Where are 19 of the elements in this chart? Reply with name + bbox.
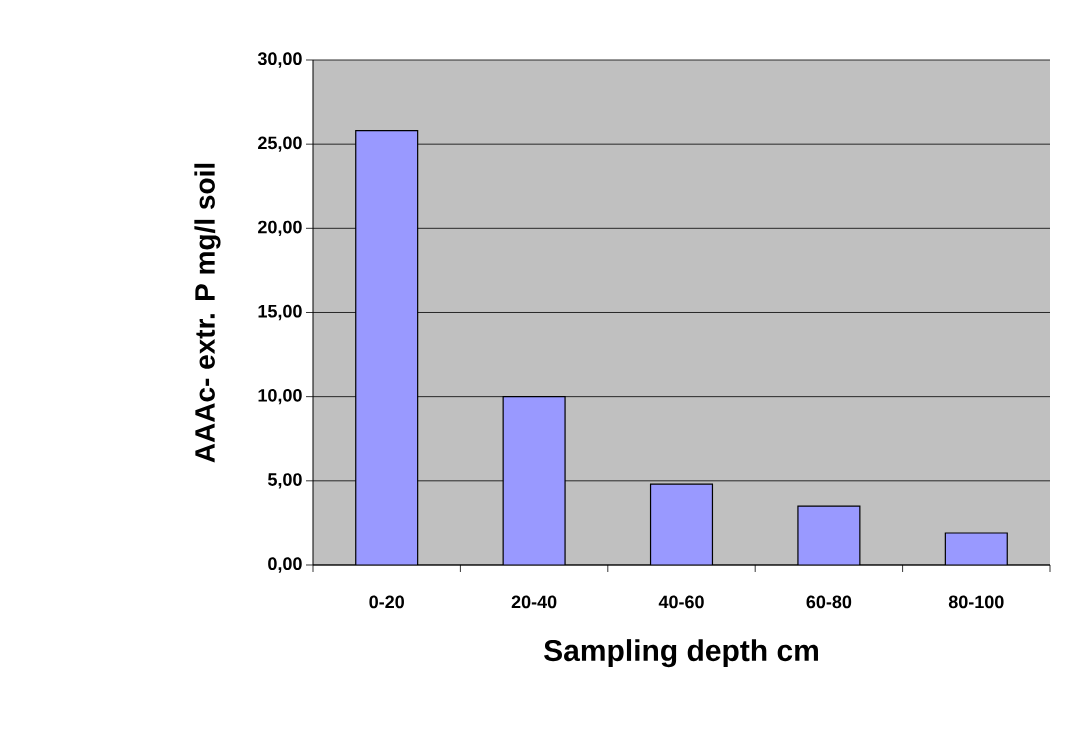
x-tick-label: 0-20	[369, 595, 404, 609]
y-axis-title: AAAc- extr. P mg/l soil	[194, 163, 221, 463]
x-axis-title: Sampling depth cm	[544, 639, 818, 668]
y-tick-label: 20,00	[258, 220, 302, 237]
bar	[649, 483, 714, 565]
bar	[502, 396, 566, 565]
x-tick-label: 40-60	[658, 595, 704, 609]
x-tick-label: 20-40	[511, 595, 557, 609]
y-tick-label: 10,00	[258, 388, 302, 405]
y-tick-label: 25,00	[258, 136, 302, 152]
bar	[797, 505, 861, 565]
y-tick-label: 0,00	[268, 557, 302, 573]
bar	[944, 532, 1008, 565]
y-tick-label: 5,00	[267, 473, 302, 489]
bar	[355, 130, 419, 565]
y-tick-label: 30,00	[257, 52, 302, 68]
x-tick-label: 60-80	[806, 595, 852, 609]
x-tick-label: 80-100	[948, 595, 1004, 609]
y-tick-label: 15,00	[258, 304, 302, 321]
